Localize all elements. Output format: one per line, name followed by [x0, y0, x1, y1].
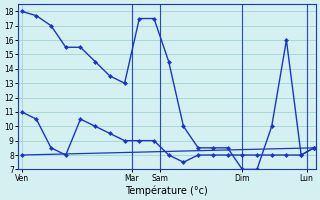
X-axis label: Température (°c): Température (°c) — [125, 185, 208, 196]
